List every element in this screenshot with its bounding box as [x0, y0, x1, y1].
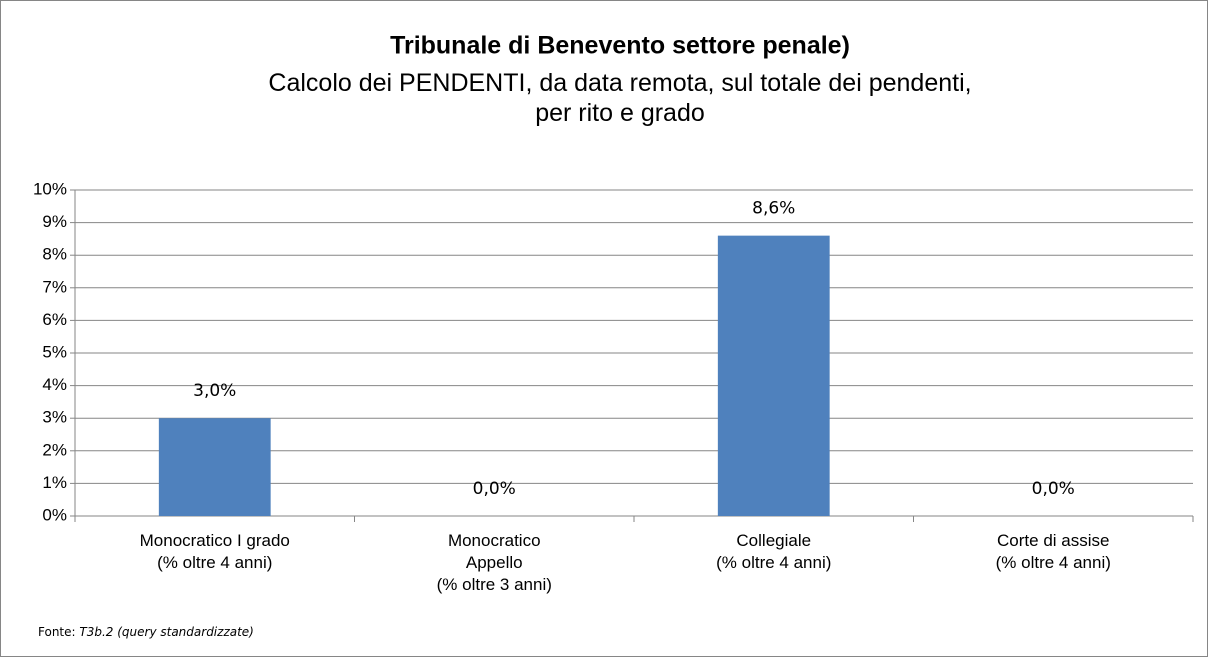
data-label: 8,6% [752, 199, 795, 219]
x-tick-label: Monocratico I grado (% oltre 4 anni) [140, 531, 290, 572]
source-label: Fonte: [38, 625, 76, 639]
y-tick-label: 1% [42, 473, 67, 492]
y-tick-label: 7% [42, 277, 67, 296]
data-label: 0,0% [1032, 479, 1075, 499]
bar [717, 235, 830, 516]
x-tick-label: Collegiale (% oltre 4 anni) [716, 531, 831, 572]
data-label: 3,0% [193, 381, 236, 401]
x-tick-label: Monocratico Appello (% oltre 3 anni) [437, 531, 552, 594]
source-text: T3b.2 (query standardizzate) [79, 625, 253, 639]
y-tick-label: 8% [42, 245, 67, 264]
x-tick-label: Corte di assise (% oltre 4 anni) [996, 531, 1111, 572]
y-tick-label: 5% [42, 342, 67, 361]
bar [158, 418, 271, 516]
y-tick-label: 9% [42, 212, 67, 231]
y-tick-label: 4% [42, 375, 67, 394]
chart-title: Tribunale di Benevento settore penale) [390, 32, 850, 60]
y-tick-label: 2% [42, 440, 67, 459]
y-tick-label: 10% [33, 179, 67, 198]
y-tick-label: 0% [42, 505, 67, 524]
y-tick-label: 3% [42, 408, 67, 427]
data-label: 0,0% [473, 479, 516, 499]
chart-subtitle: Calcolo dei PENDENTI, da data remota, su… [268, 69, 971, 127]
y-tick-label: 6% [42, 310, 67, 329]
source: Fonte: T3b.2 (query standardizzate) [38, 625, 254, 639]
